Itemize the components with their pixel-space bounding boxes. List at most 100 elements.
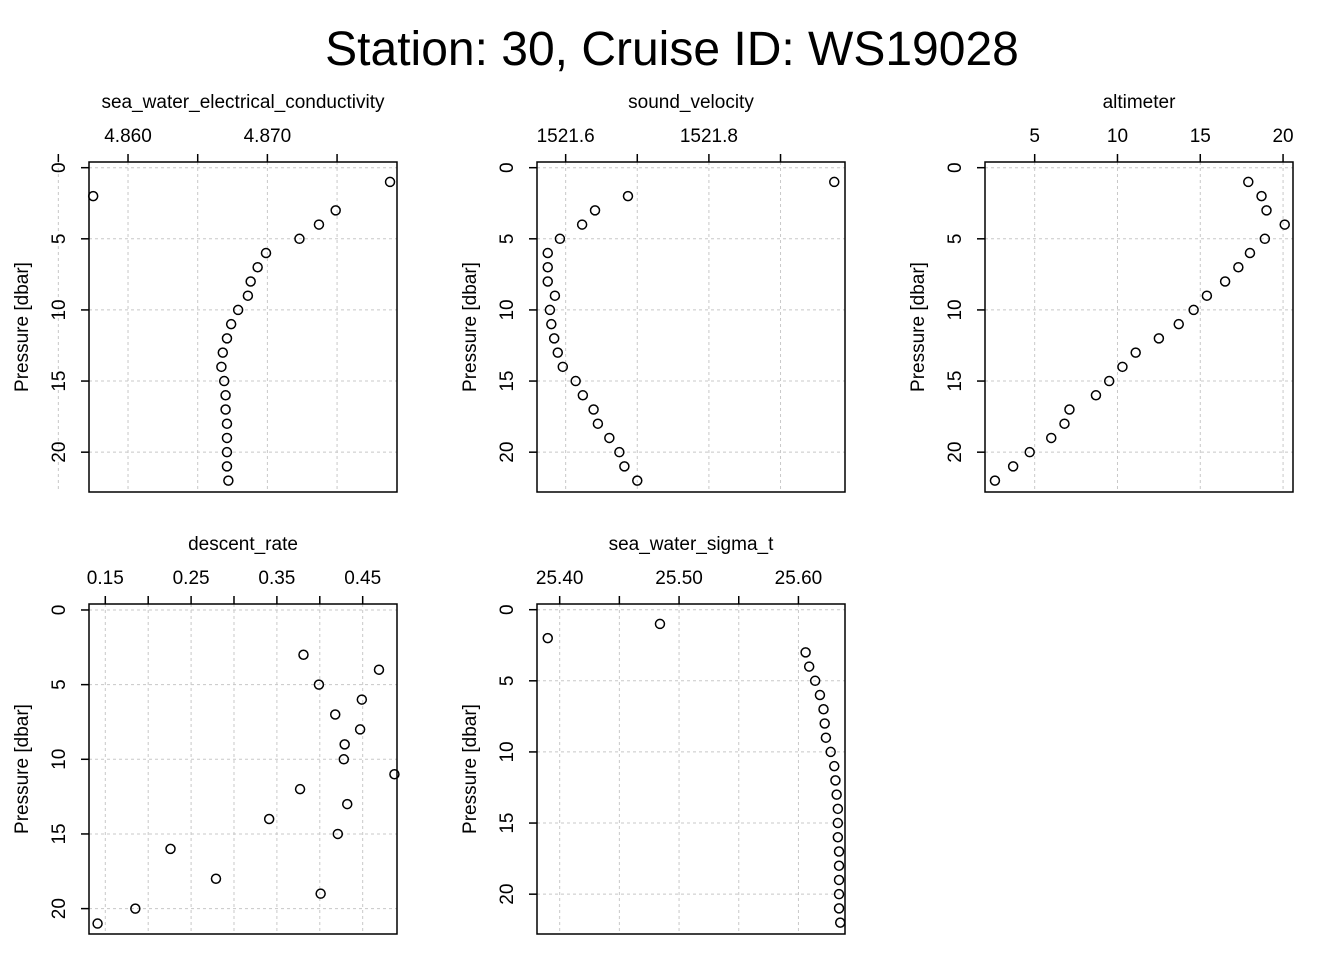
plot-title: descent_rate — [188, 534, 298, 555]
data-point — [354, 724, 366, 735]
x-tick-label: 10 — [1107, 126, 1128, 147]
data-point — [1279, 219, 1290, 230]
y-axis-label: Pressure [dbar] — [460, 262, 481, 392]
y-tick-label: 5 — [945, 234, 966, 245]
data-point — [1045, 432, 1057, 444]
data-point — [833, 903, 845, 914]
data-point — [820, 732, 832, 743]
data-point — [298, 649, 309, 661]
plot-panel: 1521.6 1521.8 0 5 10 15 20 sound_velocity Pressu… — [460, 92, 846, 493]
data-point — [356, 694, 368, 705]
data-point — [220, 390, 231, 401]
data-point — [294, 233, 305, 245]
y-tick-label: 0 — [497, 162, 518, 173]
data-point — [294, 783, 306, 795]
data-point — [1244, 247, 1256, 259]
data-point — [232, 304, 244, 316]
data-point — [830, 775, 841, 786]
data-point — [1261, 205, 1272, 216]
data-point — [221, 446, 233, 458]
data-point — [252, 262, 263, 273]
data-point — [1233, 262, 1244, 273]
y-tick-label: 15 — [945, 370, 966, 391]
data-point — [803, 661, 815, 672]
data-point — [1007, 461, 1019, 472]
plot-title: sea_water_electrical_conductivity — [101, 92, 385, 113]
x-tick-label: 0.45 — [344, 568, 381, 589]
y-tick-label: 10 — [497, 299, 518, 320]
data-point — [313, 679, 325, 690]
plot-frame — [88, 161, 398, 493]
data-point — [819, 718, 830, 729]
x-tick-label: 0.15 — [87, 568, 124, 589]
data-point — [542, 276, 553, 287]
data-point — [1173, 318, 1184, 330]
data-point — [1130, 347, 1141, 358]
y-axis-label: Pressure [dbar] — [460, 704, 481, 834]
data-point — [221, 333, 233, 344]
data-point — [809, 675, 821, 687]
y-tick-label: 20 — [497, 884, 518, 905]
y-tick-label: 5 — [497, 234, 518, 245]
y-tick-label: 15 — [497, 812, 518, 833]
data-point — [834, 917, 846, 928]
y-tick-label: 10 — [49, 299, 70, 320]
data-point — [1256, 190, 1267, 202]
data-point — [592, 418, 604, 429]
data-point — [339, 739, 350, 750]
y-tick-label: 15 — [497, 370, 518, 391]
data-point — [549, 290, 561, 301]
data-point — [216, 361, 227, 373]
data-point — [1259, 233, 1271, 245]
y-tick-label: 10 — [49, 749, 70, 770]
data-point — [832, 803, 844, 815]
data-point — [800, 647, 811, 658]
x-tick-label: 1521.6 — [537, 126, 595, 147]
data-point — [622, 190, 634, 202]
y-tick-label: 0 — [49, 162, 70, 173]
data-point — [825, 746, 836, 758]
plot-frame — [984, 161, 1294, 493]
x-tick-label: 25.50 — [655, 568, 703, 589]
data-point — [223, 475, 234, 486]
x-tick-label: 0.25 — [173, 568, 210, 589]
data-point — [557, 361, 569, 373]
y-tick-label: 0 — [49, 605, 70, 616]
data-point — [1219, 276, 1231, 287]
y-tick-label: 20 — [497, 442, 518, 463]
y-tick-label: 0 — [945, 162, 966, 173]
data-point — [1090, 390, 1102, 401]
x-tick-label: 25.60 — [775, 568, 823, 589]
y-tick-label: 10 — [945, 299, 966, 320]
data-point — [338, 754, 350, 765]
data-point — [341, 798, 353, 810]
plot-title: altimeter — [1103, 92, 1177, 113]
data-point — [313, 219, 325, 230]
data-point — [833, 846, 845, 857]
plot-title: sound_velocity — [628, 92, 754, 113]
x-tick-label: 15 — [1190, 126, 1211, 147]
data-point — [263, 813, 275, 825]
data-point — [833, 888, 845, 900]
data-point — [1117, 361, 1128, 373]
data-point — [654, 618, 666, 630]
data-point — [833, 874, 845, 886]
data-point — [814, 689, 826, 701]
x-tick-label: 20 — [1272, 126, 1293, 147]
data-point — [165, 843, 176, 855]
plot-panel: 25.40 25.50 25.60 0 5 10 15 20 sea_water_sigma_t… — [460, 534, 846, 935]
data-point — [242, 290, 254, 301]
y-tick-label: 20 — [945, 442, 966, 463]
data-point — [818, 704, 829, 715]
y-axis-label: Pressure [dbar] — [12, 704, 33, 834]
data-point — [588, 404, 599, 415]
data-point — [332, 828, 344, 840]
x-tick-label: 5 — [1029, 126, 1040, 147]
y-tick-label: 20 — [49, 898, 70, 919]
data-point — [315, 888, 326, 899]
data-point — [330, 205, 341, 216]
plot-title: sea_water_sigma_t — [609, 534, 774, 555]
y-tick-label: 0 — [497, 604, 518, 615]
y-tick-label: 5 — [49, 679, 70, 690]
data-point — [632, 475, 643, 486]
